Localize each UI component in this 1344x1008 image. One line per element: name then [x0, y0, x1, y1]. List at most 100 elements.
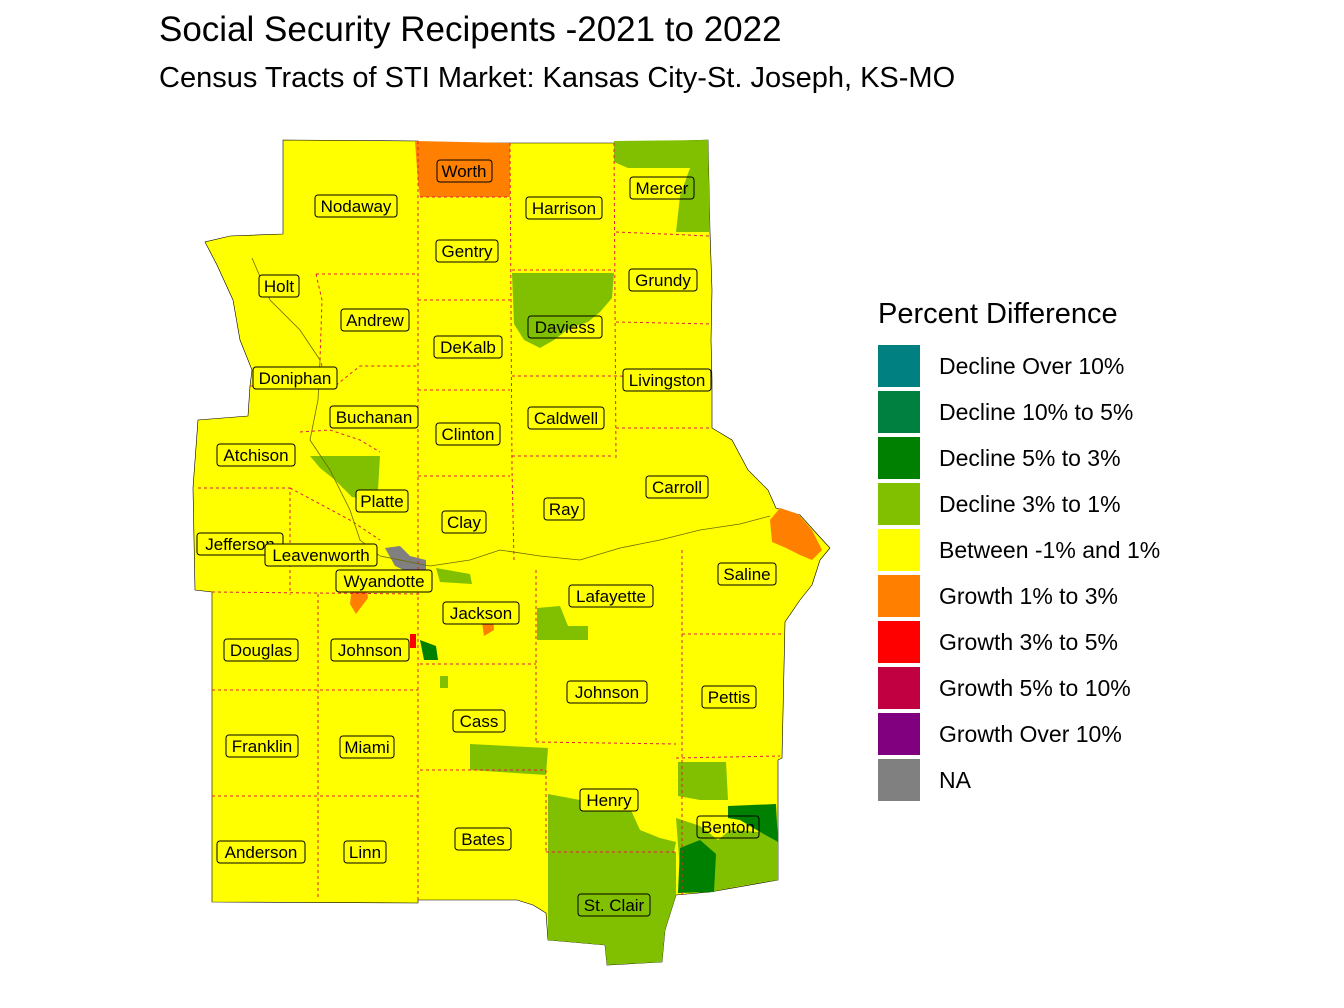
worth-tract: [415, 141, 510, 197]
county-label: Gentry: [435, 239, 499, 263]
legend-label: NA: [939, 766, 971, 793]
county-label: Henry: [579, 788, 639, 812]
svg-text:Anderson: Anderson: [225, 843, 298, 862]
county-label: Livingston: [622, 368, 712, 392]
county-label: Platte: [355, 489, 409, 513]
svg-text:Carroll: Carroll: [652, 478, 702, 497]
kc-tract-red: [410, 634, 416, 648]
svg-text:Ray: Ray: [549, 500, 580, 519]
stclair-tract: [548, 852, 676, 965]
svg-text:Doniphan: Doniphan: [259, 369, 332, 388]
legend-label: Decline 5% to 3%: [939, 444, 1121, 471]
svg-text:Leavenworth: Leavenworth: [272, 546, 369, 565]
svg-text:Holt: Holt: [264, 277, 295, 296]
svg-text:Clinton: Clinton: [442, 425, 495, 444]
svg-text:Nodaway: Nodaway: [321, 197, 392, 216]
svg-text:Douglas: Douglas: [230, 641, 292, 660]
svg-text:Clay: Clay: [447, 513, 482, 532]
kc-tract-green: [420, 640, 438, 660]
legend-items: Decline Over 10% Decline 10% to 5% Decli…: [878, 343, 1160, 803]
legend-item: Decline 5% to 3%: [878, 435, 1160, 481]
county-label: Carroll: [645, 475, 709, 499]
legend-swatch: [878, 483, 920, 525]
svg-text:Andrew: Andrew: [346, 311, 404, 330]
legend-item: Decline 3% to 1%: [878, 481, 1160, 527]
county-label: Anderson: [216, 840, 306, 864]
legend-label: Decline Over 10%: [939, 352, 1125, 379]
svg-text:Franklin: Franklin: [232, 737, 292, 756]
legend-item: Growth 5% to 10%: [878, 665, 1160, 711]
svg-text:Harrison: Harrison: [532, 199, 596, 218]
mercer-tract: [614, 140, 710, 232]
legend-item: Growth 3% to 5%: [878, 619, 1160, 665]
svg-text:Worth: Worth: [441, 162, 486, 181]
county-label: St. Clair: [577, 893, 651, 917]
county-label: Johnson: [566, 680, 648, 704]
legend-item: NA: [878, 757, 1160, 803]
benton-tract-c: [728, 804, 778, 842]
svg-text:DeKalb: DeKalb: [440, 338, 496, 357]
county-label: Worth: [436, 159, 493, 183]
svg-text:Bates: Bates: [461, 830, 504, 849]
county-label: Clinton: [435, 422, 501, 446]
county-label: Franklin: [225, 734, 299, 758]
svg-text:Caldwell: Caldwell: [534, 409, 598, 428]
svg-text:Henry: Henry: [586, 791, 632, 810]
legend-item: Growth 1% to 3%: [878, 573, 1160, 619]
legend-swatch: [878, 575, 920, 617]
cass-tract: [470, 744, 548, 775]
county-label: Cass: [452, 709, 506, 733]
benton-tract-d: [678, 840, 716, 893]
county-label: Bates: [454, 827, 512, 851]
legend-swatch: [878, 621, 920, 663]
legend-label: Growth Over 10%: [939, 720, 1122, 747]
platte-tract: [310, 456, 380, 500]
svg-text:Lafayette: Lafayette: [576, 587, 646, 606]
map-title: Social Security Recipents -2021 to 2022: [159, 10, 782, 49]
svg-text:Buchanan: Buchanan: [336, 408, 413, 427]
legend-item: Decline Over 10%: [878, 343, 1160, 389]
svg-text:Benton: Benton: [701, 818, 755, 837]
kc-tract-gray: [385, 546, 426, 572]
svg-text:St. Clair: St. Clair: [584, 896, 645, 915]
county-label: Holt: [258, 274, 300, 298]
county-label: DeKalb: [433, 335, 503, 359]
county-label: Doniphan: [252, 366, 338, 390]
daviess-tract: [512, 273, 614, 348]
county-label: Lafayette: [568, 584, 654, 608]
county-label: Andrew: [340, 308, 410, 332]
legend-swatch: [878, 345, 920, 387]
county-label: Jefferson: [196, 532, 284, 556]
svg-text:Platte: Platte: [360, 492, 403, 511]
kc-tract-green-b: [436, 568, 472, 584]
county-label: Ray: [543, 497, 585, 521]
legend-label: Growth 1% to 3%: [939, 582, 1118, 609]
lafayette-tract: [537, 606, 588, 640]
svg-text:Saline: Saline: [723, 565, 770, 584]
svg-text:Daviess: Daviess: [535, 318, 595, 337]
county-label: Miami: [339, 735, 395, 759]
svg-text:Johnson: Johnson: [338, 641, 402, 660]
legend-item: Between -1% and 1%: [878, 527, 1160, 573]
map-subtitle: Census Tracts of STI Market: Kansas City…: [159, 62, 956, 94]
svg-text:Cass: Cass: [460, 712, 499, 731]
legend-swatch: [878, 667, 920, 709]
benton-tract-a: [678, 762, 728, 800]
county-label: Douglas: [223, 638, 299, 662]
legend-label: Decline 10% to 5%: [939, 398, 1134, 425]
county-label: Clay: [441, 510, 487, 534]
legend-swatch: [878, 529, 920, 571]
legend-swatch: [878, 391, 920, 433]
county-label: Buchanan: [329, 405, 419, 429]
county-label: Atchison: [216, 443, 296, 467]
county-label: Saline: [717, 562, 777, 586]
county-label: Caldwell: [527, 406, 605, 430]
county-label: Jackson: [442, 601, 520, 625]
legend-label: Growth 3% to 5%: [939, 628, 1118, 655]
svg-text:Johnson: Johnson: [575, 683, 639, 702]
county-label: Leavenworth: [264, 543, 378, 567]
svg-text:Atchison: Atchison: [223, 446, 288, 465]
carroll-tract: [770, 508, 822, 560]
county-label: Grundy: [628, 268, 698, 292]
